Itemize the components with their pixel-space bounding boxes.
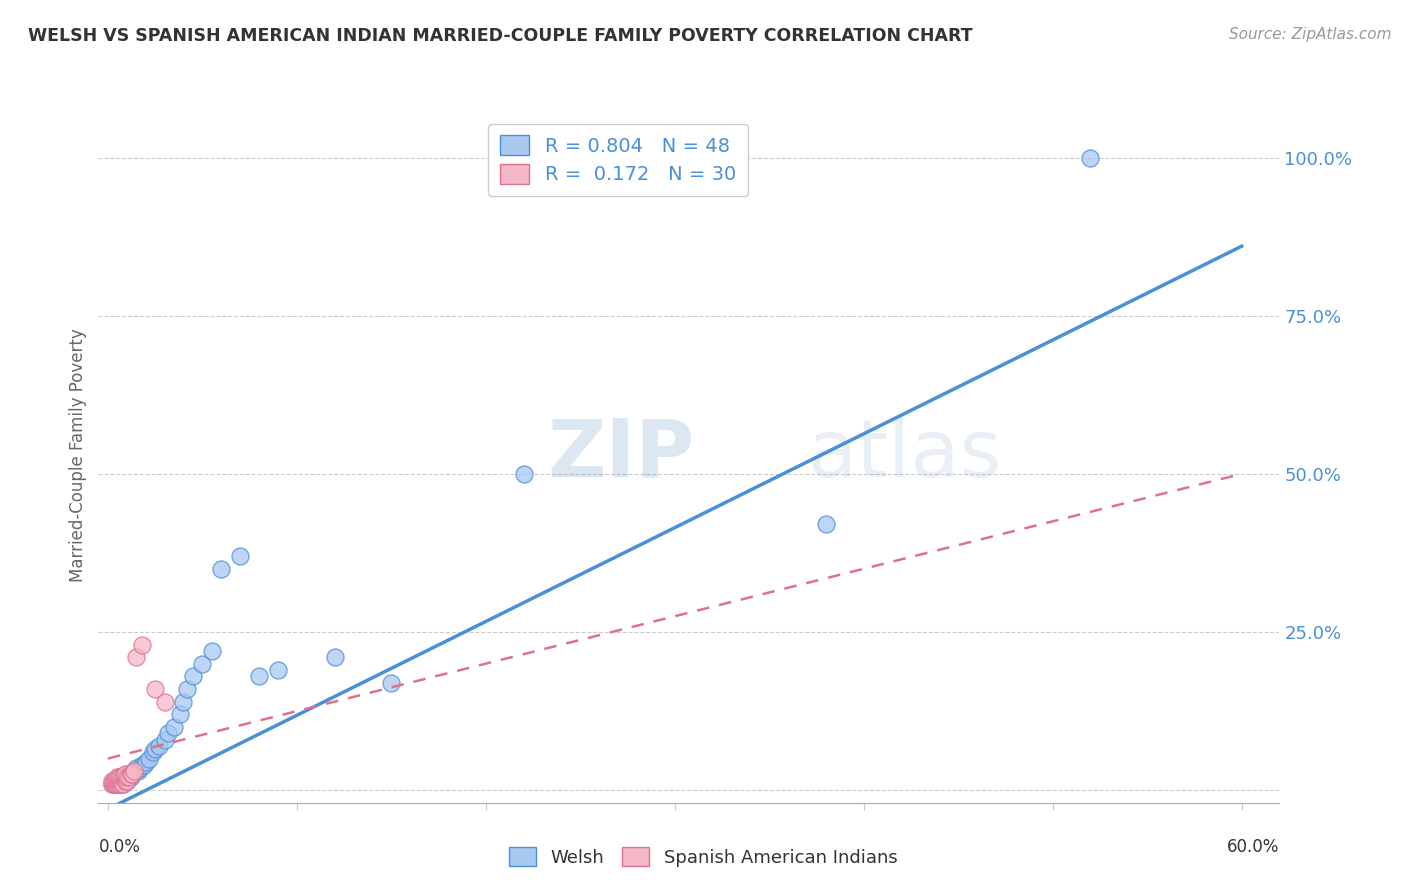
Point	[129, 761, 152, 775]
Point	[115, 773, 138, 788]
Point	[148, 739, 170, 753]
Point	[110, 773, 132, 788]
Point	[118, 771, 141, 785]
Point	[108, 777, 131, 791]
Point	[110, 771, 132, 785]
Legend: Welsh, Spanish American Indians: Welsh, Spanish American Indians	[502, 840, 904, 874]
Point	[118, 771, 141, 785]
Point	[153, 732, 176, 747]
Point	[380, 675, 402, 690]
Point	[108, 773, 131, 788]
Point	[100, 773, 122, 788]
Text: 60.0%: 60.0%	[1227, 838, 1279, 856]
Point	[100, 777, 122, 791]
Point	[191, 657, 214, 671]
Point	[125, 761, 148, 775]
Point	[124, 764, 146, 779]
Point	[138, 751, 160, 765]
Point	[131, 638, 153, 652]
Point	[1080, 151, 1102, 165]
Point	[209, 562, 232, 576]
Point	[114, 767, 136, 781]
Point	[110, 777, 132, 791]
Legend: R = 0.804   N = 48, R =  0.172   N = 30: R = 0.804 N = 48, R = 0.172 N = 30	[488, 124, 748, 196]
Point	[143, 742, 166, 756]
Point	[323, 650, 346, 665]
Point	[176, 681, 198, 696]
Point	[135, 755, 157, 769]
Point	[125, 764, 148, 779]
Point	[111, 777, 134, 791]
Point	[105, 771, 128, 785]
Point	[114, 773, 136, 788]
Point	[115, 767, 138, 781]
Point	[105, 773, 128, 788]
Point	[172, 695, 194, 709]
Point	[814, 517, 837, 532]
Point	[120, 767, 142, 781]
Point	[110, 771, 132, 785]
Point	[105, 777, 128, 791]
Point	[163, 720, 186, 734]
Point	[104, 773, 127, 788]
Point	[229, 549, 252, 563]
Point	[111, 777, 134, 791]
Point	[103, 773, 125, 788]
Point	[143, 681, 166, 696]
Point	[108, 771, 131, 785]
Point	[108, 771, 131, 785]
Point	[132, 757, 155, 772]
Point	[105, 777, 128, 791]
Point	[142, 745, 165, 759]
Point	[114, 771, 136, 785]
Point	[115, 771, 138, 785]
Point	[103, 773, 125, 788]
Point	[201, 644, 224, 658]
Point	[131, 757, 153, 772]
Point	[104, 777, 127, 791]
Point	[153, 695, 176, 709]
Point	[121, 767, 143, 781]
Point	[114, 771, 136, 785]
Point	[157, 726, 180, 740]
Point	[110, 777, 132, 791]
Text: atlas: atlas	[807, 416, 1001, 494]
Point	[512, 467, 534, 481]
Point	[120, 771, 142, 785]
Point	[247, 669, 270, 683]
Text: Source: ZipAtlas.com: Source: ZipAtlas.com	[1229, 27, 1392, 42]
Point	[111, 771, 134, 785]
Point	[100, 777, 122, 791]
Point	[115, 773, 138, 788]
Point	[181, 669, 204, 683]
Point	[169, 707, 191, 722]
Point	[120, 767, 142, 781]
Y-axis label: Married-Couple Family Poverty: Married-Couple Family Poverty	[69, 328, 87, 582]
Point	[114, 773, 136, 788]
Point	[108, 773, 131, 788]
Point	[127, 764, 149, 779]
Point	[121, 767, 143, 781]
Point	[104, 777, 127, 791]
Point	[267, 663, 290, 677]
Point	[124, 764, 146, 779]
Point	[125, 650, 148, 665]
Text: ZIP: ZIP	[547, 416, 695, 494]
Text: 0.0%: 0.0%	[98, 838, 141, 856]
Text: WELSH VS SPANISH AMERICAN INDIAN MARRIED-COUPLE FAMILY POVERTY CORRELATION CHART: WELSH VS SPANISH AMERICAN INDIAN MARRIED…	[28, 27, 973, 45]
Point	[111, 771, 134, 785]
Point	[103, 777, 125, 791]
